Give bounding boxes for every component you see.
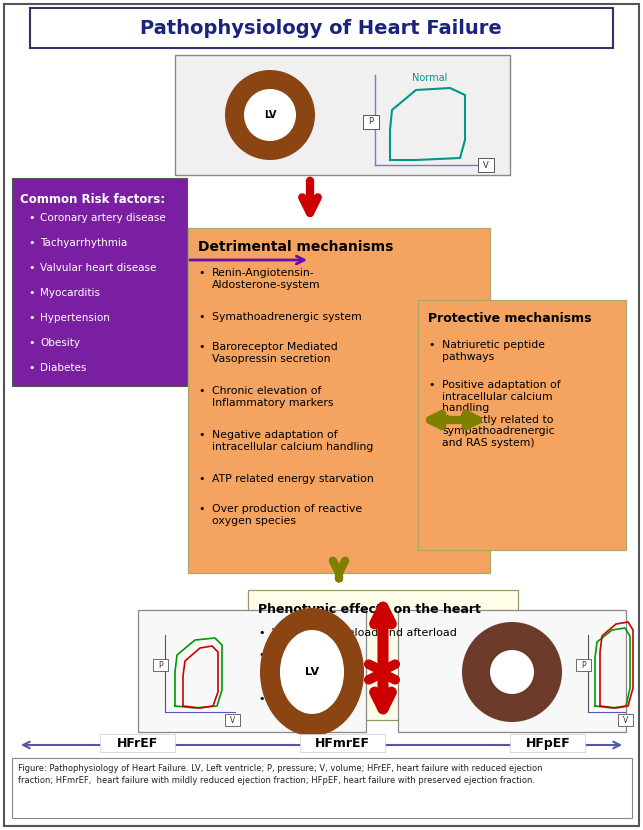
- Circle shape: [462, 622, 562, 722]
- Text: •: •: [198, 474, 204, 484]
- Text: HFpEF: HFpEF: [525, 736, 570, 749]
- FancyBboxPatch shape: [510, 734, 585, 752]
- Text: P: P: [368, 118, 374, 126]
- Text: Protective mechanisms: Protective mechanisms: [428, 312, 592, 325]
- Text: Natriuretic peptide
pathways: Natriuretic peptide pathways: [442, 340, 545, 362]
- Text: Lucitrophy: Lucitrophy: [272, 672, 331, 682]
- Text: HFmrEF: HFmrEF: [314, 736, 370, 749]
- Text: •: •: [198, 268, 204, 278]
- Circle shape: [225, 70, 315, 160]
- Text: •: •: [198, 312, 204, 322]
- Text: •: •: [258, 628, 264, 638]
- Text: •: •: [28, 238, 35, 248]
- FancyBboxPatch shape: [248, 590, 518, 720]
- FancyBboxPatch shape: [100, 734, 175, 752]
- Text: •: •: [258, 694, 264, 704]
- FancyBboxPatch shape: [4, 4, 639, 826]
- Text: Phenotypic effects on the heart: Phenotypic effects on the heart: [258, 603, 481, 616]
- FancyBboxPatch shape: [300, 734, 385, 752]
- Text: V: V: [230, 715, 235, 725]
- Text: •: •: [28, 363, 35, 373]
- Text: Ventricular preload and afterload: Ventricular preload and afterload: [272, 628, 457, 638]
- Text: Over production of reactive
oxygen species: Over production of reactive oxygen speci…: [212, 504, 362, 525]
- Text: Valvular heart disease: Valvular heart disease: [40, 263, 156, 273]
- FancyBboxPatch shape: [398, 610, 626, 732]
- FancyBboxPatch shape: [478, 158, 494, 172]
- Text: Chronic elevation of
Inflammatory markers: Chronic elevation of Inflammatory marker…: [212, 386, 334, 408]
- FancyBboxPatch shape: [175, 55, 510, 175]
- Text: LV: LV: [506, 667, 518, 677]
- Text: •: •: [198, 386, 204, 396]
- FancyBboxPatch shape: [576, 659, 591, 671]
- Circle shape: [244, 89, 296, 141]
- FancyBboxPatch shape: [363, 115, 379, 129]
- Text: Symathoadrenergic system: Symathoadrenergic system: [212, 312, 362, 322]
- Text: P: P: [582, 661, 586, 670]
- Text: Obesity: Obesity: [40, 338, 80, 348]
- Text: •: •: [28, 313, 35, 323]
- FancyBboxPatch shape: [153, 659, 168, 671]
- FancyBboxPatch shape: [618, 714, 633, 726]
- Text: Pathophysiology of Heart Failure: Pathophysiology of Heart Failure: [140, 18, 502, 37]
- Text: Diabetes: Diabetes: [40, 363, 86, 373]
- Text: Normal: Normal: [412, 73, 448, 83]
- Text: ATP related energy starvation: ATP related energy starvation: [212, 474, 374, 484]
- Text: Tachyarrhythmia: Tachyarrhythmia: [40, 238, 127, 248]
- Ellipse shape: [260, 608, 364, 736]
- FancyBboxPatch shape: [225, 714, 240, 726]
- Text: LV: LV: [264, 110, 276, 120]
- Text: •: •: [28, 213, 35, 223]
- FancyBboxPatch shape: [12, 178, 187, 386]
- FancyBboxPatch shape: [30, 8, 613, 48]
- Text: •: •: [428, 340, 435, 350]
- Text: LV: LV: [305, 667, 319, 677]
- Text: •: •: [198, 342, 204, 352]
- Text: Detrimental mechanisms: Detrimental mechanisms: [198, 240, 394, 254]
- FancyBboxPatch shape: [138, 610, 366, 732]
- Text: •: •: [28, 288, 35, 298]
- Text: Chronotrophic: Chronotrophic: [272, 694, 350, 704]
- FancyBboxPatch shape: [12, 758, 632, 818]
- Text: •: •: [428, 380, 435, 390]
- Text: Inotrophy: Inotrophy: [272, 650, 325, 660]
- Ellipse shape: [280, 630, 344, 714]
- Text: Renin-Angiotensin-
Aldosterone-system: Renin-Angiotensin- Aldosterone-system: [212, 268, 321, 290]
- Text: Positive adaptation of
intracellular calcium
handling
(Indirectly related to
sym: Positive adaptation of intracellular cal…: [442, 380, 561, 448]
- Text: •: •: [28, 263, 35, 273]
- Text: •: •: [258, 672, 264, 682]
- Text: V: V: [483, 160, 489, 169]
- FancyBboxPatch shape: [418, 300, 626, 550]
- Text: Myocarditis: Myocarditis: [40, 288, 100, 298]
- Text: Hypertension: Hypertension: [40, 313, 110, 323]
- Text: Baroreceptor Mediated
Vasopressin secretion: Baroreceptor Mediated Vasopressin secret…: [212, 342, 338, 364]
- Text: V: V: [623, 715, 629, 725]
- Text: Coronary artery disease: Coronary artery disease: [40, 213, 166, 223]
- Text: •: •: [198, 504, 204, 514]
- Text: Common Risk factors:: Common Risk factors:: [20, 193, 165, 206]
- Text: •: •: [258, 650, 264, 660]
- Text: P: P: [159, 661, 163, 670]
- Text: Negative adaptation of
intracellular calcium handling: Negative adaptation of intracellular cal…: [212, 430, 374, 452]
- Text: •: •: [198, 430, 204, 440]
- Circle shape: [490, 650, 534, 694]
- Text: Figure: Pathophysiology of Heart Failure. LV, Left ventricle; P, pressure; V, vo: Figure: Pathophysiology of Heart Failure…: [18, 764, 543, 785]
- FancyBboxPatch shape: [188, 228, 490, 573]
- Text: •: •: [28, 338, 35, 348]
- Text: HFrEF: HFrEF: [118, 736, 159, 749]
